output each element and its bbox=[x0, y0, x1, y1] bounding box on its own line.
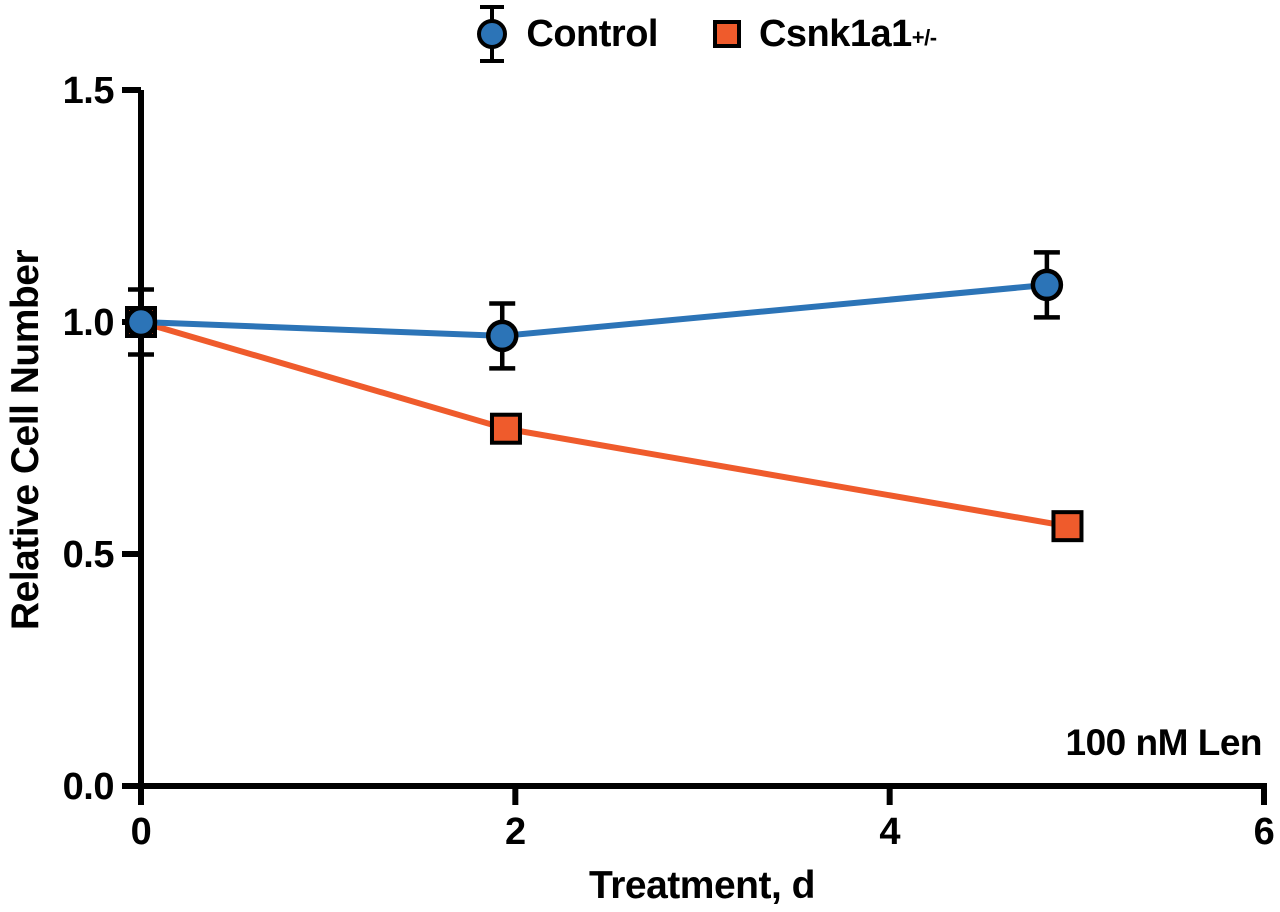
legend-label-control-text: Control bbox=[526, 12, 658, 55]
legend-label-control: Control bbox=[526, 13, 658, 56]
data-point-0-1 bbox=[485, 319, 519, 353]
y-tick-label-1.5: 1.5 bbox=[63, 70, 115, 112]
control-circle-errorbar-icon bbox=[477, 5, 508, 63]
y-axis-title: Relative Cell Number bbox=[4, 249, 47, 631]
x-tick-label-0: 0 bbox=[131, 811, 152, 853]
data-point-0-2 bbox=[1030, 268, 1064, 302]
data-point-1-1 bbox=[489, 412, 522, 445]
legend-label-csnk1a1-superscript: +/- bbox=[911, 24, 937, 50]
series-line-1 bbox=[138, 319, 1071, 530]
x-axis-title: Treatment, d bbox=[589, 864, 815, 907]
csnk1a1-square-icon bbox=[712, 20, 741, 48]
data-point-0-0 bbox=[124, 305, 158, 339]
legend-item-control: Control bbox=[475, 2, 658, 66]
series-line-0 bbox=[138, 281, 1050, 339]
legend-item-csnk1a1: Csnk1a1+/- bbox=[712, 13, 937, 56]
legend: Control Csnk1a1+/- bbox=[66, 2, 1280, 66]
x-tick-label-4: 4 bbox=[879, 811, 900, 853]
legend-label-csnk1a1: Csnk1a1+/- bbox=[759, 13, 937, 56]
y-tick-label-0.0: 0.0 bbox=[63, 766, 114, 808]
x-tick-label-6: 6 bbox=[1254, 811, 1275, 853]
data-point-1-2 bbox=[1051, 510, 1084, 543]
annotation-dose-label: 100 nM Len bbox=[1065, 722, 1263, 763]
y-tick-label-1.0: 1.0 bbox=[63, 302, 114, 344]
x-tick-label-2: 2 bbox=[505, 811, 526, 853]
y-tick-label-0.5: 0.5 bbox=[63, 534, 115, 576]
legend-label-csnk1a1-text: Csnk1a1 bbox=[758, 12, 912, 55]
